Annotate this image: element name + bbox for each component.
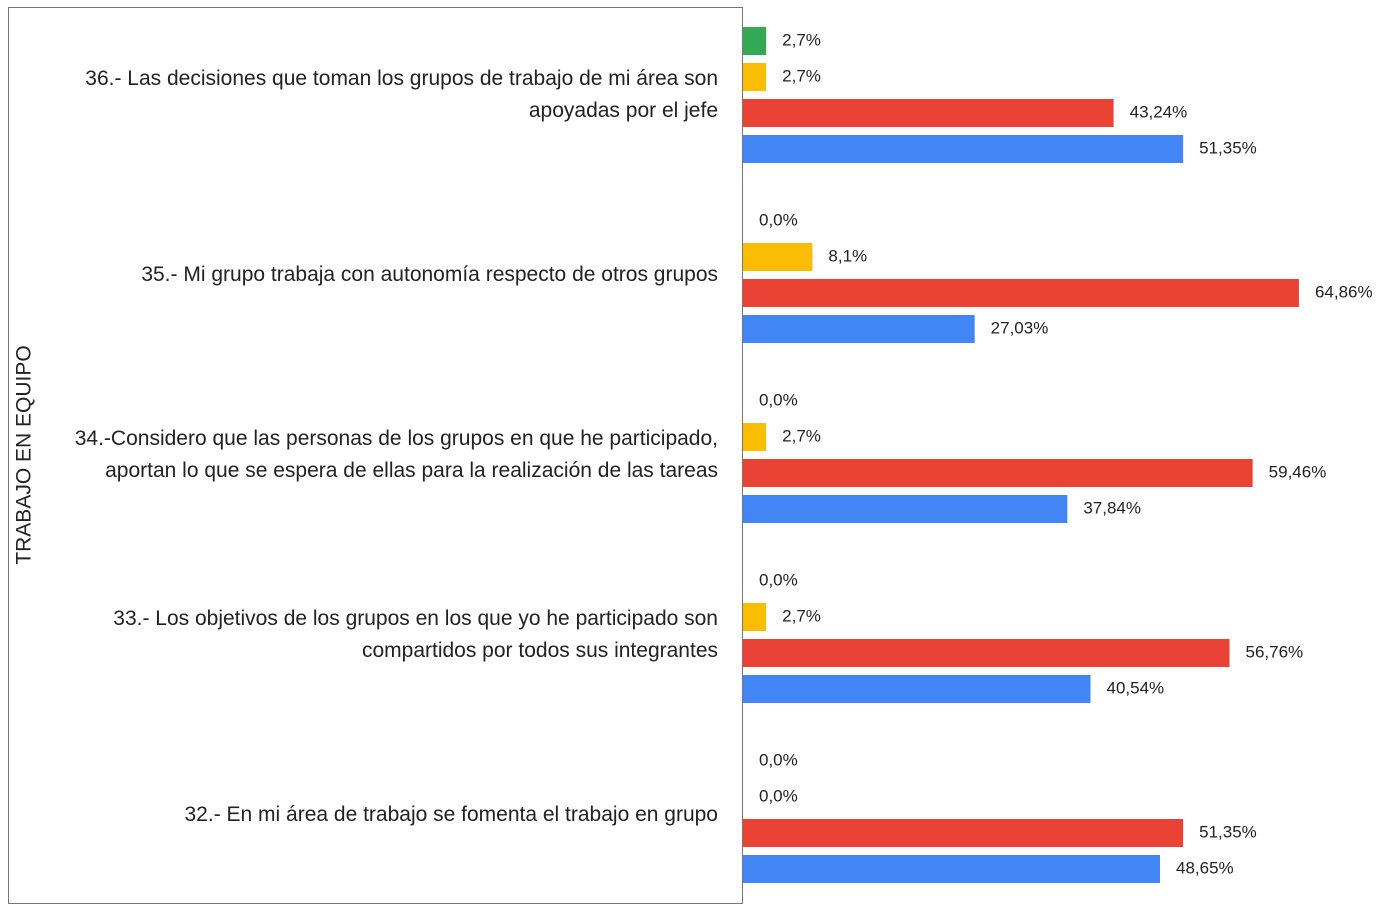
value-label: 2,7%: [782, 606, 821, 625]
bar: [743, 423, 767, 451]
category-label: 32.- En mi área de trabajo se fomenta el…: [184, 803, 719, 826]
value-label: 2,7%: [782, 426, 821, 445]
category-label: 36.- Las decisiones que toman los grupos…: [85, 67, 718, 122]
bar: [743, 495, 1068, 523]
value-label: 51,35%: [1199, 138, 1257, 157]
category-label: 35.- Mi grupo trabaja con autonomía resp…: [141, 263, 718, 286]
category-label: 33.- Los objetivos de los grupos en los …: [113, 607, 718, 662]
bar: [743, 675, 1091, 703]
bar: [743, 315, 975, 343]
value-label: 37,84%: [1083, 498, 1141, 517]
value-label: 0,0%: [759, 570, 798, 589]
value-label: 2,7%: [782, 30, 821, 49]
bar: [743, 27, 767, 55]
bar: [743, 603, 767, 631]
y-axis-title: TRABAJO EN EQUIPO: [13, 345, 36, 564]
value-label: 0,0%: [759, 750, 798, 769]
bar: [743, 819, 1184, 847]
bar: [743, 279, 1299, 307]
value-label: 8,1%: [828, 246, 867, 265]
value-label: 0,0%: [759, 786, 798, 805]
value-label: 0,0%: [759, 390, 798, 409]
value-label: 56,76%: [1246, 642, 1304, 661]
value-label: 43,24%: [1130, 102, 1188, 121]
bar: [743, 459, 1253, 487]
bar: [743, 243, 813, 271]
bar: [743, 855, 1160, 883]
category-label: 34.-Considero que las personas de los gr…: [74, 427, 718, 482]
value-label: 64,86%: [1315, 282, 1373, 301]
value-label: 40,54%: [1106, 678, 1164, 697]
value-label: 51,35%: [1199, 822, 1257, 841]
bar: [743, 63, 767, 91]
value-label: 0,0%: [759, 210, 798, 229]
frame: [8, 7, 743, 904]
bar: [743, 99, 1114, 127]
bar: [743, 135, 1184, 163]
value-label: 27,03%: [991, 318, 1049, 337]
value-label: 48,65%: [1176, 858, 1234, 877]
value-label: 2,7%: [782, 66, 821, 85]
value-label: 59,46%: [1269, 462, 1327, 481]
bar: [743, 639, 1230, 667]
